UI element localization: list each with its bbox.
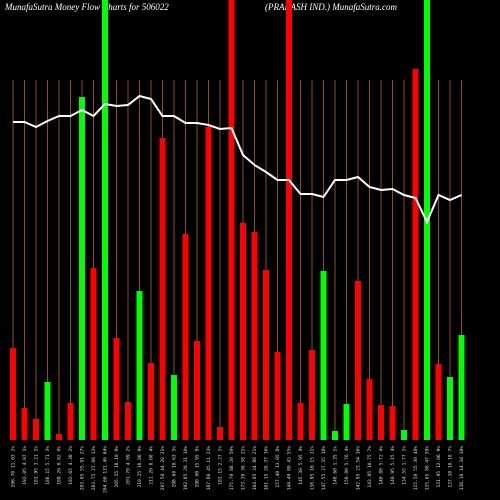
chart-title: MunafaSutra Money Flow Charts for 506022 <box>4 2 169 12</box>
x-tick-label: 196.70 11.03 2% <box>11 446 17 488</box>
x-tick-label: 142.95 23.54 16% <box>356 446 362 490</box>
bar <box>435 364 442 440</box>
bar <box>297 403 304 440</box>
x-tick-label: 148.60 1.35 1% <box>333 446 339 485</box>
x-tick-label: 143.95 10.75 7% <box>367 446 373 488</box>
x-tick-label: 131.95 12.06 9% <box>436 446 442 488</box>
bar <box>10 348 16 440</box>
x-tick-label: 207.50 44.20 21% <box>160 446 166 490</box>
x-tick-label: 145.30 5.95 4% <box>298 446 304 485</box>
x-tick-label: 138.95 16.15 11% <box>310 446 316 490</box>
x-tick-label: 211.20 8.68 4% <box>149 446 155 485</box>
x-tick-label: 147.55 27.35 18% <box>321 446 327 490</box>
bar <box>33 419 39 440</box>
bar <box>148 363 154 440</box>
bar <box>136 291 143 440</box>
x-tick-label: 150.00 5.76 4% <box>344 446 350 485</box>
bar <box>378 405 384 440</box>
bar <box>21 408 28 440</box>
x-tick-label: 135.65 80.47 59% <box>425 446 431 490</box>
x-tick-label: 137.10 10.18 7% <box>448 446 454 488</box>
bar <box>79 97 85 440</box>
x-tick-label: 190.00 15.95 8% <box>195 446 201 488</box>
x-tick-label: 188.15 5.71 3% <box>45 446 51 485</box>
x-tick-label: 164.05 34.88 21% <box>252 446 258 490</box>
bar <box>286 0 292 440</box>
bar <box>320 271 327 440</box>
x-tick-label: 192.05 4.07 1% <box>22 446 28 485</box>
bar <box>44 382 51 440</box>
bar <box>240 223 246 440</box>
x-tick-label: 192.65 4.38 2% <box>68 446 74 485</box>
bar <box>67 403 74 440</box>
bar <box>171 375 177 440</box>
bar <box>447 377 453 440</box>
bar <box>90 268 97 440</box>
x-tick-label: 115.50 55.30 48% <box>413 446 419 490</box>
bar <box>194 341 200 440</box>
bar <box>274 352 281 440</box>
x-tick-label: 203.75 27.08 13% <box>91 446 97 490</box>
x-tick-label: 134.55 1.77 1% <box>402 446 408 485</box>
bar <box>355 281 361 440</box>
bar <box>401 430 407 440</box>
bar <box>263 270 269 440</box>
x-tick-label: 203.05 55.91 27% <box>80 446 86 490</box>
x-tick-label: 140.80 5.72 4% <box>379 446 385 485</box>
x-tick-label: 161.15 26.37 16% <box>264 446 270 490</box>
bar <box>102 0 108 440</box>
x-tick-label: 157.40 13.05 8% <box>275 446 281 488</box>
x-tick-label: 187.80 45.11 23% <box>206 446 212 490</box>
x-tick-label: 173.30 36.58 21% <box>241 446 247 490</box>
bar <box>56 434 62 440</box>
x-tick-label: 192.85 20.31 10% <box>183 446 189 490</box>
bar <box>205 127 212 440</box>
x-tick-label: 189.20 0.82 0% <box>57 446 63 485</box>
bar <box>389 406 396 440</box>
x-tick-label: 183.95 3.21 1% <box>34 446 40 485</box>
x-tick-label: 204.60 131.40 64% <box>103 446 109 493</box>
money-flow-line <box>13 94 462 225</box>
bar <box>159 138 166 440</box>
x-tick-label: 175.70 88.20 50% <box>229 446 235 490</box>
x-tick-label: 201.70 4.69 2% <box>126 446 132 485</box>
x-tick-label: 210.25 18.86 9% <box>137 446 143 488</box>
bar <box>458 335 465 440</box>
bar <box>125 402 131 440</box>
bar <box>343 404 350 440</box>
bar <box>366 379 373 440</box>
chart-subtitle: (PRAKASH IND.) MunafaSutra.com <box>265 2 397 12</box>
bar <box>412 69 419 440</box>
bar <box>113 338 120 440</box>
bar <box>309 350 315 440</box>
bar <box>182 234 189 440</box>
x-tick-label: 138.10 14.34 10% <box>459 446 465 490</box>
bar <box>251 232 258 440</box>
x-tick-label: 183.15 2.27 1% <box>218 446 224 485</box>
x-tick-label: 205.55 18.10 9% <box>114 446 120 488</box>
bar <box>332 431 338 440</box>
bar <box>217 427 223 440</box>
bar <box>228 0 235 440</box>
x-tick-label: 144.40 80.43 55% <box>287 446 293 490</box>
x-tick-label: 198.60 10.63 5% <box>172 446 178 488</box>
x-tick-label: 140.95 5.15 4% <box>390 446 396 485</box>
